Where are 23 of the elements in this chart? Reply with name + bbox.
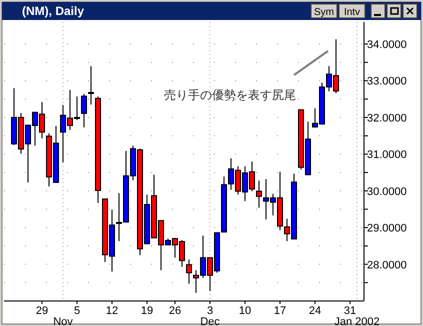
y-tick-label: 33.0000 xyxy=(367,76,407,88)
x-tick-label: 17 xyxy=(274,305,286,317)
y-tick-label: 34.0000 xyxy=(367,39,407,52)
x-tick-label: 5 xyxy=(74,305,80,317)
x-tick-label: 24 xyxy=(308,305,322,317)
x-tick-label: Jan 2002 xyxy=(334,316,380,326)
x-tick-label: 3 Dec xyxy=(200,305,220,326)
y-tick-label: 31.0000 xyxy=(367,149,407,162)
x-tick-label: 29 xyxy=(36,305,48,317)
x-tick-label: 10 xyxy=(238,305,252,317)
y-tick-label: 32.0000 xyxy=(367,112,407,124)
annotation: 売り手の優勢を表す尻尾 xyxy=(164,88,296,102)
text: Sym xyxy=(314,7,334,18)
y-tick-label: 28.0000 xyxy=(367,259,407,272)
chart-title: (NM), Daily xyxy=(22,4,84,18)
text: Intv xyxy=(344,7,360,18)
x-tick-label: 19 xyxy=(140,305,154,317)
x-tick-label: Nov xyxy=(53,316,74,326)
x-tick-label: 31 xyxy=(344,305,356,317)
x-tick-label: 12 xyxy=(106,305,118,317)
y-tick-label: 30.0000 xyxy=(367,186,407,198)
x-tick-label: 26 xyxy=(168,305,182,317)
y-tick-label: 29.0000 xyxy=(367,222,407,235)
